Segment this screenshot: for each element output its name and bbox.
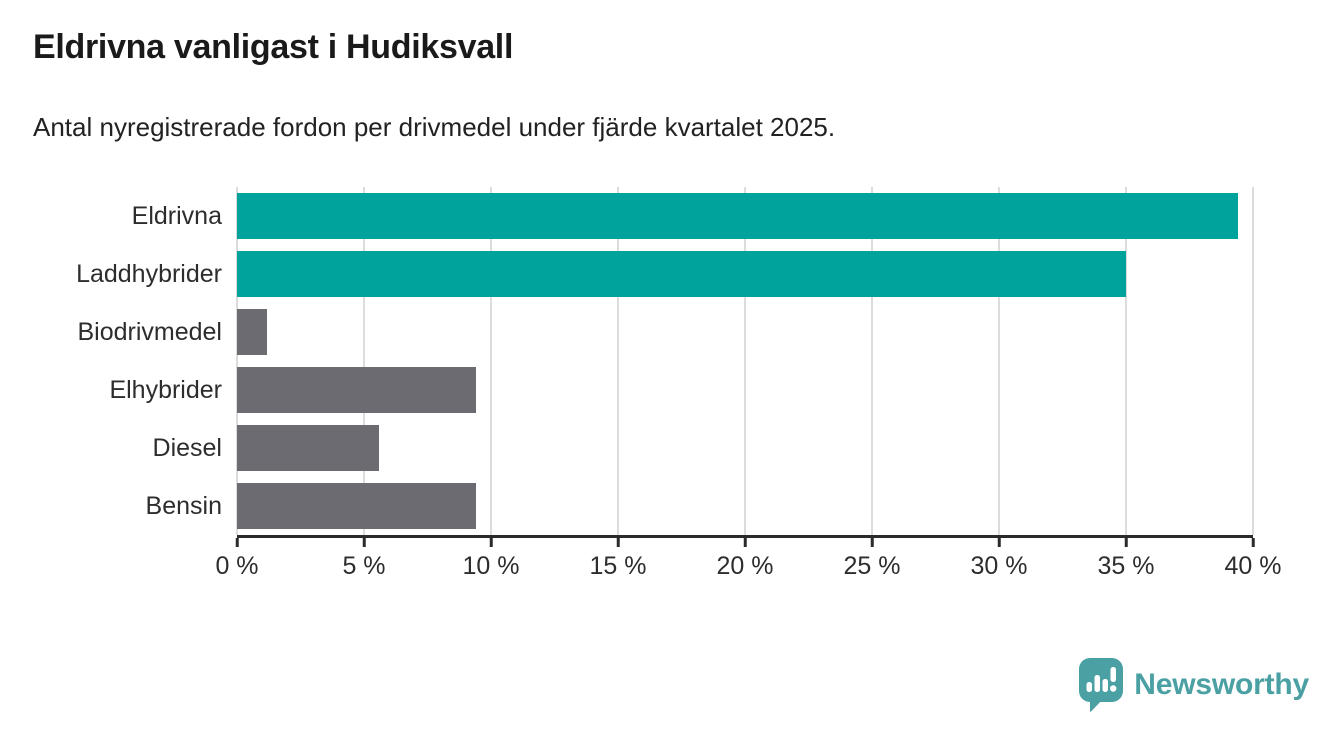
bar-row [237, 245, 1253, 303]
newsworthy-wordmark: Newsworthy [1134, 668, 1309, 701]
axis-tick [616, 538, 620, 547]
category-label: Bensin [145, 491, 222, 520]
axis-tick [362, 538, 366, 547]
bar-eldrivna [237, 193, 1238, 239]
bar-row [237, 303, 1253, 361]
axis-tick [1124, 538, 1128, 547]
gridline [490, 187, 492, 535]
axis-tick [489, 538, 493, 547]
axis-tick [235, 538, 239, 547]
bar-elhybrider [237, 367, 476, 413]
bar-diesel [237, 425, 380, 471]
axis-tick-label: 30 % [970, 552, 1028, 580]
gridline [1125, 187, 1127, 535]
axis-tick-label: 40 % [1224, 552, 1282, 580]
chart-subtitle: Antal nyregistrerade fordon per drivmede… [33, 112, 836, 142]
gridline [363, 187, 365, 535]
axis-tick-label: 25 % [843, 552, 901, 580]
newsworthy-icon [1079, 658, 1124, 712]
category-label: Biodrivmedel [77, 317, 222, 346]
axis-tick-label: 35 % [1097, 552, 1155, 580]
axis-tick-label: 20 % [716, 552, 774, 580]
axis-tick [1251, 538, 1255, 547]
axis-tick-label: 10 % [462, 552, 520, 580]
category-labels: Eldrivna Laddhybrider Biodrivmedel Elhybrid… [0, 187, 222, 535]
bar-row [237, 477, 1253, 535]
category-label: Elhybrider [109, 375, 222, 404]
bar-laddhybrider [237, 251, 1126, 297]
axis-tick [870, 538, 874, 547]
newsworthy-logo: Newsworthy [1078, 657, 1309, 713]
gridline [236, 187, 238, 535]
category-label: Eldrivna [131, 201, 222, 230]
axis-tick-label: 0 % [215, 552, 259, 580]
gridline [998, 187, 1000, 535]
gridline [617, 187, 619, 535]
gridline [1252, 187, 1254, 535]
bar-biodrivmedel [237, 309, 268, 355]
gridline [744, 187, 746, 535]
axis-tick [997, 538, 1001, 547]
bar-row [237, 187, 1253, 245]
category-label: Diesel [152, 433, 222, 462]
chart-title: Eldrivna vanligast i Hudiksvall [33, 28, 514, 66]
gridline [871, 187, 873, 535]
category-label: Laddhybrider [76, 259, 222, 288]
axis-tick [743, 538, 747, 547]
axis-tick-label: 5 % [342, 552, 386, 580]
axis-tick-label: 15 % [589, 552, 647, 580]
bar-bensin [237, 483, 476, 529]
bar-row [237, 419, 1253, 477]
x-axis: 0 % 5 % 10 % 15 % 20 % 25 % 30 % 35 % 40 % [215, 538, 1281, 592]
plot-area [236, 187, 1254, 538]
bar-row [237, 361, 1253, 419]
